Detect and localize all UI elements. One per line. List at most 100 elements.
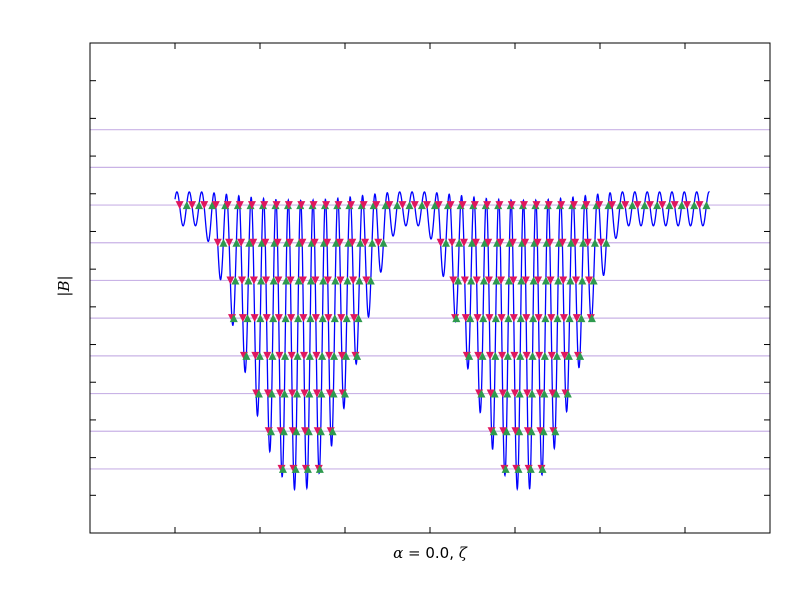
- up-marker-157: [587, 314, 596, 323]
- up-marker-191: [504, 276, 513, 285]
- up-marker-47: [293, 389, 302, 398]
- up-marker-19: [279, 427, 288, 436]
- up-marker-89: [342, 351, 351, 360]
- up-marker-211: [245, 238, 254, 247]
- down-marker-228: [348, 238, 357, 247]
- down-marker-338: [645, 201, 654, 210]
- up-marker-261: [602, 238, 611, 247]
- down-marker-282: [297, 201, 306, 210]
- down-marker-34: [523, 427, 532, 436]
- marker-layer: [175, 201, 711, 473]
- down-marker-332: [608, 201, 617, 210]
- up-marker-205: [589, 276, 598, 285]
- down-marker-202: [572, 276, 581, 285]
- down-marker-312: [483, 201, 492, 210]
- up-marker-105: [540, 351, 549, 360]
- up-marker-131: [342, 314, 351, 323]
- down-marker-142: [497, 314, 506, 323]
- down-marker-298: [398, 201, 407, 210]
- up-marker-85: [318, 351, 327, 360]
- down-marker-240: [471, 238, 480, 247]
- up-marker-149: [541, 314, 550, 323]
- down-marker-140: [485, 314, 494, 323]
- down-marker-22: [301, 427, 310, 436]
- down-marker-184: [460, 276, 469, 285]
- down-marker-74: [251, 351, 260, 360]
- x-axis-label-value: 0.0: [425, 544, 450, 562]
- down-marker-324: [557, 201, 566, 210]
- down-marker-52: [325, 389, 334, 398]
- down-marker-214: [261, 238, 270, 247]
- down-marker-244: [496, 238, 505, 247]
- down-marker-320: [532, 201, 541, 210]
- down-marker-82: [299, 351, 308, 360]
- down-marker-68: [548, 389, 557, 398]
- down-marker-154: [572, 314, 581, 323]
- down-marker-80: [287, 351, 296, 360]
- down-marker-62: [510, 389, 519, 398]
- down-marker-300: [410, 201, 419, 210]
- up-marker-113: [229, 314, 238, 323]
- up-marker-61: [503, 389, 512, 398]
- down-marker-262: [175, 201, 184, 210]
- up-marker-11: [514, 464, 523, 473]
- down-marker-292: [359, 201, 368, 210]
- up-marker-241: [480, 238, 489, 247]
- up-marker-137: [466, 314, 475, 323]
- up-marker-9: [501, 464, 510, 473]
- down-marker-164: [262, 276, 271, 285]
- up-marker-169: [294, 276, 303, 285]
- up-marker-143: [504, 314, 513, 323]
- down-marker-302: [422, 201, 431, 210]
- down-marker-152: [559, 314, 568, 323]
- down-marker-336: [633, 201, 642, 210]
- up-marker-163: [257, 276, 266, 285]
- down-marker-322: [544, 201, 553, 210]
- down-marker-344: [683, 201, 692, 210]
- down-marker-174: [323, 276, 332, 285]
- up-marker-15: [538, 464, 547, 473]
- up-marker-239: [467, 238, 476, 247]
- up-marker-199: [554, 276, 563, 285]
- down-marker-102: [522, 351, 531, 360]
- up-marker-253: [554, 238, 563, 247]
- up-marker-335: [628, 201, 637, 210]
- down-marker-212: [249, 238, 258, 247]
- x-axis-label-separator: ,: [449, 544, 459, 562]
- down-marker-326: [569, 201, 578, 210]
- up-marker-21: [292, 427, 301, 436]
- down-marker-32: [511, 427, 520, 436]
- x-axis-label: α = 0.0, ζ: [0, 544, 800, 562]
- up-marker-183: [454, 276, 463, 285]
- down-marker-222: [310, 238, 319, 247]
- down-marker-124: [299, 314, 308, 323]
- up-marker-55: [340, 389, 349, 398]
- down-marker-148: [534, 314, 543, 323]
- down-marker-254: [558, 238, 567, 247]
- down-marker-208: [225, 238, 234, 247]
- up-marker-119: [269, 314, 278, 323]
- up-marker-259: [590, 238, 599, 247]
- up-marker-59: [490, 389, 499, 398]
- up-marker-227: [344, 238, 353, 247]
- down-marker-234: [436, 238, 445, 247]
- up-marker-25: [316, 427, 325, 436]
- up-marker-155: [577, 314, 586, 323]
- up-marker-67: [540, 389, 549, 398]
- up-marker-257: [579, 238, 588, 247]
- down-marker-94: [474, 351, 483, 360]
- down-marker-44: [275, 389, 284, 398]
- down-marker-242: [484, 238, 493, 247]
- down-marker-224: [323, 238, 332, 247]
- down-marker-246: [508, 238, 517, 247]
- up-marker-53: [329, 389, 338, 398]
- down-marker-88: [337, 351, 346, 360]
- up-marker-201: [566, 276, 575, 285]
- up-marker-81: [293, 351, 302, 360]
- up-marker-125: [306, 314, 315, 323]
- up-marker-255: [567, 238, 576, 247]
- down-marker-272: [235, 201, 244, 210]
- down-marker-162: [249, 276, 258, 285]
- up-marker-185: [467, 276, 476, 285]
- up-marker-49: [305, 389, 314, 398]
